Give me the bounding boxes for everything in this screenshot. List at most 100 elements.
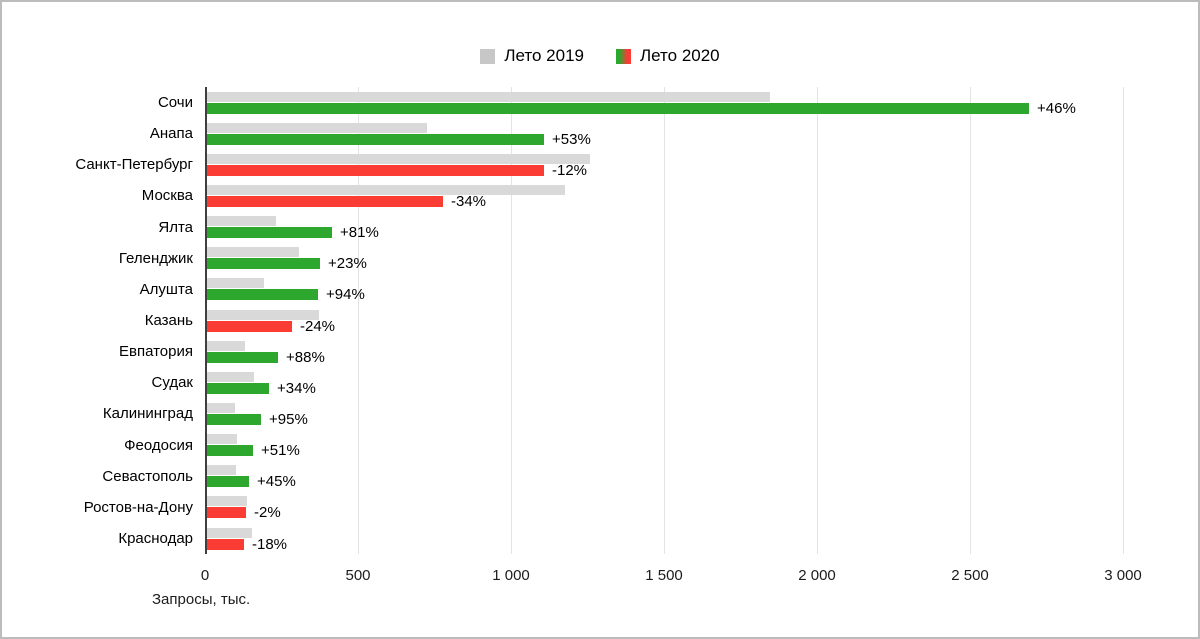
bar-2020 xyxy=(207,538,244,550)
bar-2020 xyxy=(207,289,318,301)
bar-2020 xyxy=(207,258,320,270)
bar-2020 xyxy=(207,133,544,145)
bar-2020 xyxy=(207,351,278,363)
y-axis-line xyxy=(205,87,207,554)
category-label: Геленджик xyxy=(118,249,193,267)
change-label: +46% xyxy=(1037,99,1076,117)
change-label: +95% xyxy=(269,410,308,428)
chart-row: +95% xyxy=(207,398,1197,429)
change-label: -34% xyxy=(451,192,487,210)
bar-2020 xyxy=(207,413,261,425)
bar-2020 xyxy=(207,227,332,239)
gridline xyxy=(358,87,359,554)
bar-2019 xyxy=(207,434,237,445)
bar-2020 xyxy=(207,445,253,457)
bar-2019 xyxy=(207,402,235,413)
bar-2020 xyxy=(207,507,246,519)
bar-2019 xyxy=(207,184,565,195)
bar-2019 xyxy=(207,340,245,351)
category-label: Сочи xyxy=(157,94,193,112)
bar-2019 xyxy=(207,91,770,102)
bar-2019 xyxy=(207,371,254,382)
gridline xyxy=(664,87,665,554)
legend-item-2019: Лето 2019 xyxy=(480,46,584,66)
chart-row: -18% xyxy=(207,523,1197,554)
bar-2019 xyxy=(207,309,319,320)
category-label: Севастополь xyxy=(102,467,193,485)
change-label: +45% xyxy=(257,473,296,491)
category-label: Ялта xyxy=(158,218,193,236)
category-label: Краснодар xyxy=(118,530,193,548)
x-tick-label: 3 000 xyxy=(1104,567,1142,584)
gridline xyxy=(511,87,512,554)
chart-row: +53% xyxy=(207,118,1197,149)
change-label: -12% xyxy=(552,161,588,179)
chart-row: -2% xyxy=(207,492,1197,523)
bar-2019 xyxy=(207,153,590,164)
legend: Лето 2019 Лето 2020 xyxy=(2,46,1198,66)
bar-2019 xyxy=(207,216,276,227)
chart-row: -12% xyxy=(207,149,1197,180)
chart-row: +46% xyxy=(207,87,1197,118)
bar-2019 xyxy=(207,247,299,258)
x-tick-label: 2 000 xyxy=(798,567,836,584)
change-label: -24% xyxy=(300,317,336,335)
bar-rows: +46% +53% -12% -34% +81% +23% +94% -24% +88% +34%… xyxy=(207,87,1197,554)
plot-area xyxy=(205,87,1124,554)
category-label: Феодосия xyxy=(124,436,193,454)
gridline xyxy=(817,87,818,554)
legend-swatch-2019 xyxy=(480,48,496,64)
bar-2020 xyxy=(207,164,544,176)
bar-2019 xyxy=(207,496,247,507)
chart-row: -24% xyxy=(207,305,1197,336)
change-label: -2% xyxy=(254,504,281,522)
legend-item-2020: Лето 2020 xyxy=(616,46,720,66)
bar-2020 xyxy=(207,382,269,394)
change-label: +94% xyxy=(326,286,365,304)
bar-2019 xyxy=(207,465,236,476)
bar-2020 xyxy=(207,195,443,207)
bar-2020 xyxy=(207,102,1029,114)
legend-swatch-2020 xyxy=(616,48,631,64)
category-label: Алушта xyxy=(139,280,193,298)
change-label: +81% xyxy=(340,224,379,242)
change-label: +51% xyxy=(261,442,300,460)
legend-label-2019: Лето 2019 xyxy=(504,46,584,65)
chart-row: +45% xyxy=(207,461,1197,492)
chart-row: +88% xyxy=(207,336,1197,367)
x-tick-label: 2 500 xyxy=(951,567,989,584)
chart-row: -34% xyxy=(207,180,1197,211)
x-tick-label: 1 500 xyxy=(645,567,683,584)
gridline xyxy=(970,87,971,554)
category-label: Ростов-на-Дону xyxy=(83,498,193,516)
change-label: +34% xyxy=(277,379,316,397)
category-label: Москва xyxy=(141,187,193,205)
change-label: +23% xyxy=(328,255,367,273)
chart-row: +51% xyxy=(207,430,1197,461)
bar-2019 xyxy=(207,122,427,133)
change-label: +88% xyxy=(286,348,325,366)
gridline xyxy=(1123,87,1124,554)
x-axis-title: Запросы, тыс. xyxy=(152,591,251,608)
legend-label-2020: Лето 2020 xyxy=(640,46,720,65)
category-label: Казань xyxy=(144,312,193,330)
chart-row: +94% xyxy=(207,274,1197,305)
chart-row: +34% xyxy=(207,367,1197,398)
x-tick-label: 0 xyxy=(200,567,210,584)
chart-row: +23% xyxy=(207,243,1197,274)
bar-2019 xyxy=(207,278,264,289)
category-label: Судак xyxy=(151,374,194,392)
category-label: Евпатория xyxy=(119,343,193,361)
x-tick-label: 1 000 xyxy=(492,567,530,584)
x-tick-label: 500 xyxy=(345,567,371,584)
bar-2020 xyxy=(207,476,249,488)
category-labels: Сочи Анапа Санкт-Петербург Москва Ялта Геленд… xyxy=(2,87,193,554)
bar-2020 xyxy=(207,320,292,332)
change-label: +53% xyxy=(552,130,591,148)
category-label: Санкт-Петербург xyxy=(75,156,193,174)
category-label: Анапа xyxy=(149,125,193,143)
bar-2019 xyxy=(207,527,252,538)
category-label: Калининград xyxy=(102,405,193,423)
change-label: -18% xyxy=(252,535,288,553)
